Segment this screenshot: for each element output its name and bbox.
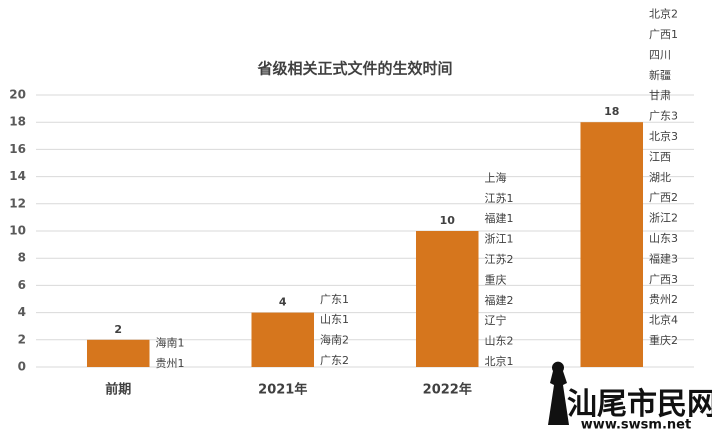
annotation: 广西2 (649, 191, 678, 204)
annotation: 海南1 (156, 336, 185, 350)
data-label: 18 (604, 105, 619, 118)
annotation: 山东3 (649, 232, 678, 245)
y-tick-label: 2 (18, 332, 26, 346)
annotation: 北京2 (649, 7, 678, 21)
y-tick-label: 16 (9, 142, 26, 156)
x-tick-label: 2021年 (258, 382, 307, 398)
annotation: 贵州2 (649, 293, 678, 306)
annotation: 上海 (485, 170, 507, 184)
annotation: 福建3 (649, 251, 678, 265)
annotation: 江苏1 (485, 192, 514, 205)
x-tick-label: 2022年 (423, 382, 472, 398)
y-tick-label: 14 (9, 169, 26, 183)
data-label: 4 (279, 296, 287, 309)
y-tick-label: 10 (9, 224, 26, 238)
bar (580, 122, 644, 367)
annotation: 海南2 (320, 333, 349, 347)
annotation: 江西 (649, 150, 671, 163)
y-tick-label: 12 (9, 196, 26, 210)
chart-title: 省级相关正式文件的生效时间 (256, 60, 452, 78)
annotation: 湖北 (649, 171, 671, 184)
annotation: 广东2 (320, 354, 349, 367)
y-tick-label: 4 (18, 305, 26, 319)
annotation: 广东3 (649, 110, 678, 123)
logo: 汕尾市民网 www.swsm.net (548, 361, 712, 433)
annotation: 新疆 (649, 68, 671, 82)
logo-figure (548, 361, 569, 425)
annotation: 福建1 (485, 211, 514, 225)
annotation: 北京3 (649, 129, 678, 143)
bar (415, 231, 479, 367)
y-tick-label: 18 (9, 115, 26, 129)
bar (86, 339, 150, 367)
annotation: 浙江1 (485, 233, 514, 246)
y-tick-label: 0 (18, 360, 26, 374)
annotation: 广西1 (649, 28, 678, 41)
annotation: 重庆2 (649, 333, 678, 347)
annotation: 北京1 (485, 354, 514, 368)
x-tick-label: 前期 (105, 382, 131, 398)
annotation: 四川 (649, 48, 671, 61)
logo-name: 汕尾市民网 (567, 387, 712, 422)
annotation: 山东2 (485, 335, 514, 348)
y-tick-label: 8 (18, 251, 26, 265)
data-label: 2 (114, 323, 122, 336)
annotation: 广西3 (649, 273, 678, 286)
y-tick-label: 6 (18, 278, 26, 292)
annotation: 山东1 (320, 313, 349, 326)
annotation: 北京4 (649, 313, 678, 327)
annotation: 浙江2 (649, 212, 678, 225)
annotation: 江苏2 (485, 253, 514, 266)
annotation: 辽宁 (485, 313, 507, 327)
annotation: 贵州1 (156, 357, 185, 370)
data-label: 10 (440, 214, 456, 227)
bar (251, 312, 315, 367)
annotation: 福建2 (485, 293, 514, 307)
y-tick-label: 20 (9, 88, 26, 102)
logo-url: www.swsm.net (581, 418, 691, 433)
annotation: 甘肃 (649, 89, 671, 102)
annotation: 广东1 (320, 293, 349, 306)
annotation: 重庆 (485, 272, 507, 286)
